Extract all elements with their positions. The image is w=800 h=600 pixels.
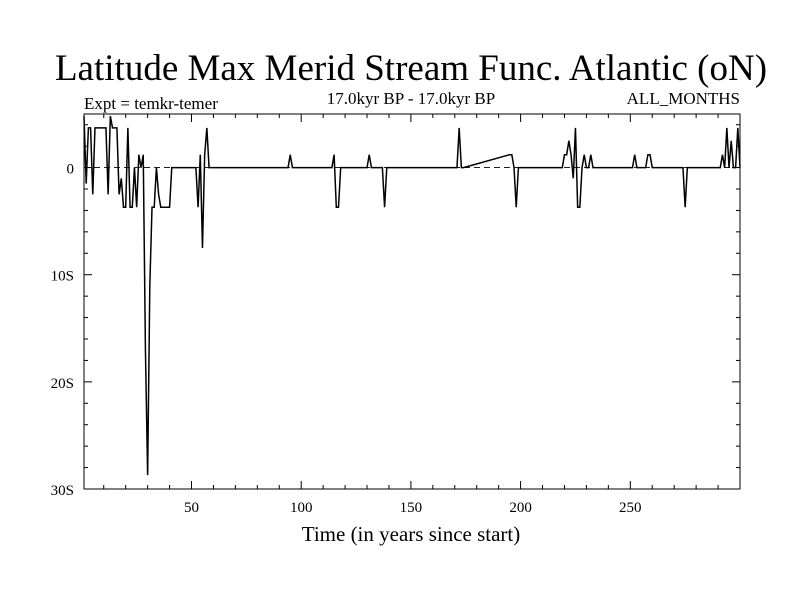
y-tick-label-0: 0 [67, 162, 75, 178]
y-tick-label-1: 10S [51, 269, 74, 285]
chart-subtitle-months: ALL_MONTHS [627, 89, 740, 108]
x-tick-label-150: 150 [400, 500, 423, 516]
chart-subtitle-period: 17.0kyr BP - 17.0kyr BP [327, 89, 495, 108]
series-layer [83, 116, 741, 476]
y-axis-ticks: 0 10S 20S 30S [51, 124, 740, 499]
x-axis-label: Time (in years since start) [302, 522, 521, 546]
chart-subtitle-experiment: Expt = temkr-temer [84, 94, 218, 113]
series-line-0 [83, 116, 741, 476]
chart-title: Latitude Max Merid Stream Func. Atlantic… [55, 48, 767, 89]
x-tick-label-50: 50 [184, 500, 199, 516]
x-axis-ticks: 50 100 150 200 250 [103, 114, 719, 516]
y-tick-label-2: 20S [51, 376, 74, 392]
x-tick-label-100: 100 [290, 500, 313, 516]
x-tick-label-200: 200 [509, 500, 532, 516]
plot-frame [83, 113, 741, 490]
x-tick-label-250: 250 [619, 500, 642, 516]
y-tick-label-3: 30S [51, 483, 74, 499]
